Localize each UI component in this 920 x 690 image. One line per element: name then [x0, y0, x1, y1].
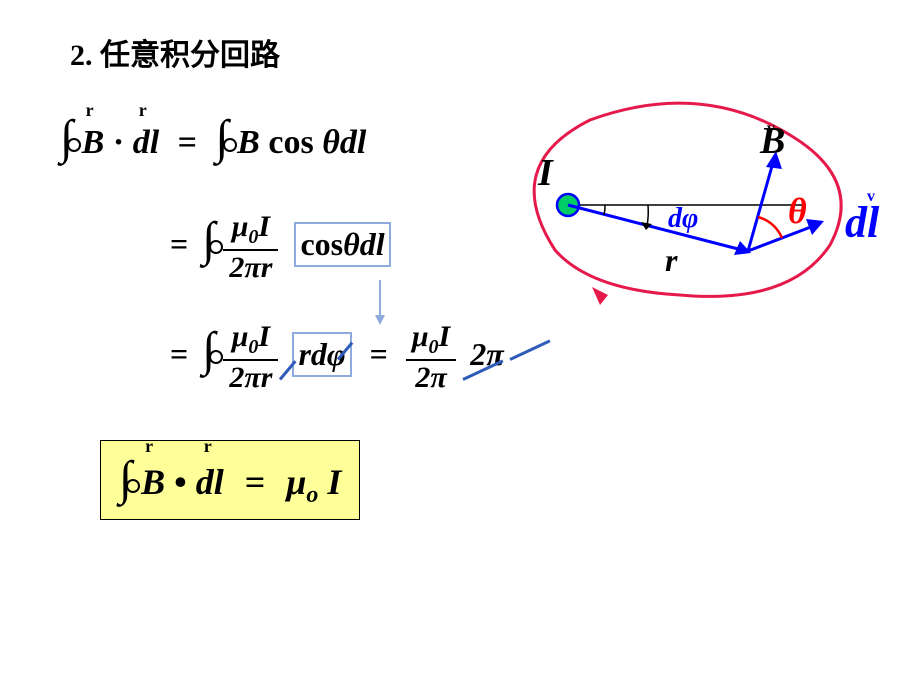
section-title: 2. 任意积分回路: [70, 30, 280, 74]
eq-text: B: [237, 124, 268, 161]
equation-line-1: ∫ r B · r dl = ∫ B cos θdl: [60, 110, 366, 165]
integral-symbol: ∫: [60, 110, 73, 165]
dot-operator: •: [174, 462, 196, 502]
theta-arc: [758, 217, 782, 238]
eq-text: B: [82, 124, 105, 161]
dot-operator: ·: [113, 124, 133, 161]
equals-sign: =: [370, 336, 388, 372]
ampere-loop-diagram: I B v θ dl v dφ r: [500, 95, 920, 325]
equals-sign: =: [170, 336, 188, 372]
result-box: ∫ r B • r dl = μo I: [100, 440, 360, 520]
boxed-term-1: cosθdl: [294, 222, 390, 267]
dphi-arc: [604, 205, 605, 215]
label-r: r: [665, 242, 678, 278]
eq-text: o: [306, 482, 318, 508]
label-I: I: [537, 152, 554, 194]
equals-sign: =: [170, 226, 188, 262]
eq-text: B: [141, 462, 165, 502]
label-theta: θ: [788, 191, 807, 231]
vector-mark: r: [139, 100, 147, 121]
eq-text: I: [327, 462, 341, 502]
loop-direction-arrow: [592, 287, 608, 305]
integral-symbol: ∫: [202, 322, 215, 377]
vector-mark: r: [86, 100, 94, 121]
vector-mark: v: [767, 120, 775, 137]
integral-symbol: ∫: [216, 110, 229, 165]
vector-mark: r: [204, 436, 212, 457]
vector-mark: r: [145, 436, 153, 457]
fraction: μ0I 2πr: [223, 320, 278, 395]
denominator: 2π: [406, 361, 456, 395]
integral-symbol: ∫: [202, 212, 215, 267]
eq-text: μ: [286, 462, 306, 502]
label-dl: dl: [845, 198, 880, 247]
denominator: 2πr: [223, 251, 278, 285]
label-dphi: dφ: [668, 203, 698, 234]
r-vector: [568, 205, 742, 250]
dphi-arc-2: [647, 205, 648, 226]
denominator: 2πr: [223, 361, 278, 395]
eq-text: cos: [268, 124, 313, 161]
numerator: μ0I: [223, 210, 278, 251]
equation-line-2: = ∫ μ0I 2πr cosθdl: [170, 210, 391, 285]
fraction: μ0I 2π: [406, 320, 456, 395]
cancel-stroke: [509, 340, 550, 361]
eq-text: dl: [196, 462, 224, 502]
integral-symbol: ∫: [119, 451, 132, 506]
vector-mark: v: [867, 188, 875, 205]
eq-text: dl: [133, 124, 159, 161]
eq-text: θdl: [322, 124, 366, 161]
numerator: μ0I: [406, 320, 456, 361]
fraction: μ0I 2πr: [223, 210, 278, 285]
equals-sign: =: [245, 462, 266, 502]
equals-sign: =: [178, 124, 197, 161]
numerator: μ0I: [223, 320, 278, 361]
